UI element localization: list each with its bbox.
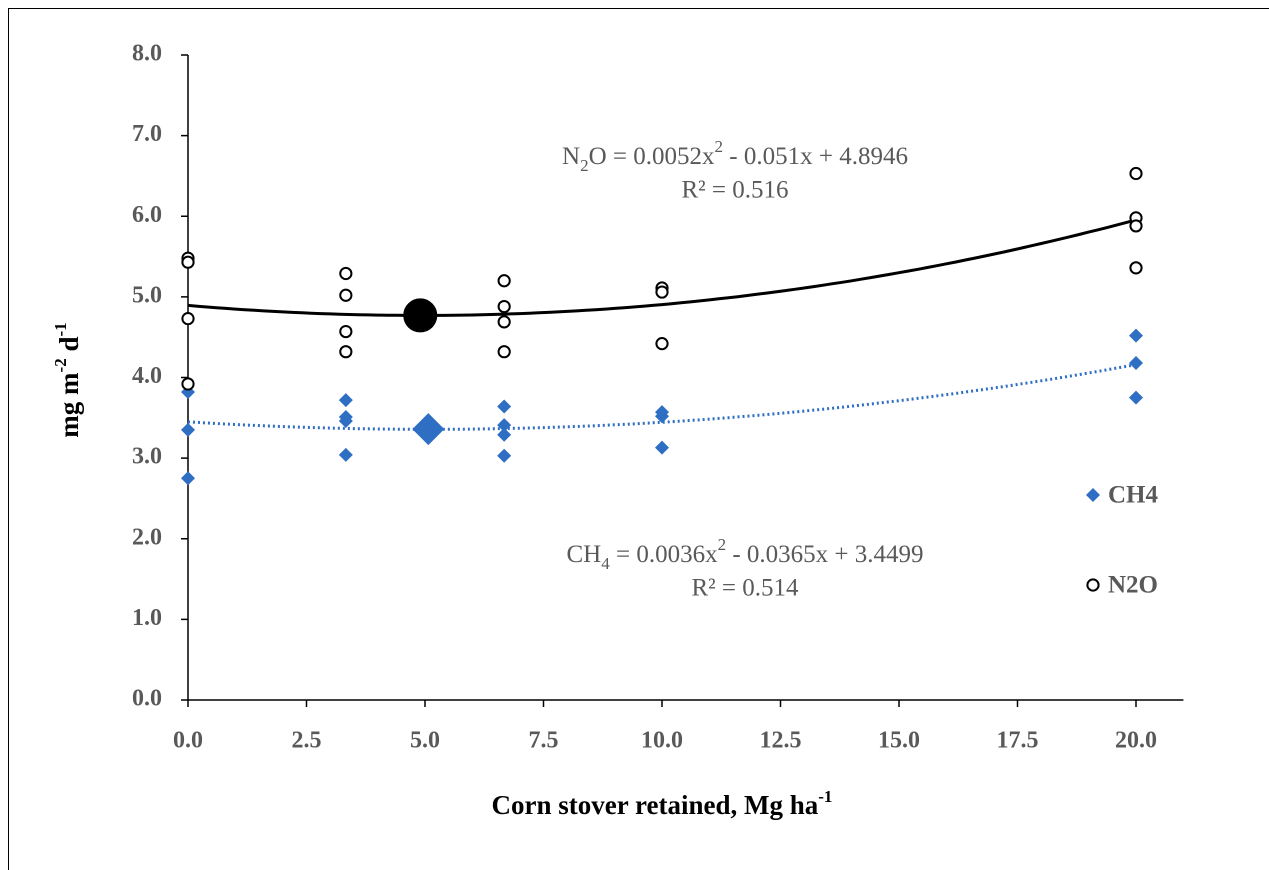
y-axis-title-sup: -1 [51, 322, 70, 336]
point [1129, 355, 1143, 370]
x-tick-label: 10.0 [641, 728, 683, 754]
trendline [187, 363, 1137, 431]
x-tick-label: 12.5 [760, 728, 802, 754]
point [339, 288, 353, 302]
x-tick-label: 2.5 [292, 728, 322, 754]
point [497, 418, 512, 433]
y-tick-label: 7.0 [132, 121, 162, 147]
point [655, 440, 669, 455]
point [1129, 390, 1143, 405]
y-tick-label: 6.0 [132, 202, 162, 228]
y-axis-title: mg m-2 d-1 [51, 322, 84, 437]
y-axis-title-part: d [54, 336, 84, 358]
y-tick-label: 4.0 [132, 363, 162, 389]
y-tick-label: 3.0 [132, 444, 162, 470]
legend-label: CH4 [1108, 482, 1159, 509]
point [497, 345, 511, 359]
x-tick-label: 20.0 [1115, 728, 1157, 754]
point [497, 299, 511, 314]
r-squared: R² = 0.516 [681, 177, 788, 204]
x-axis-title-part: Corn stover retained, Mg ha [492, 790, 819, 820]
y-tick-label: 5.0 [132, 282, 162, 308]
equation: N2O = 0.0052x2 - 0.051x + 4.8946 [562, 137, 908, 175]
point [497, 399, 512, 414]
point [655, 337, 669, 351]
point [1129, 166, 1143, 181]
equation-sup: 2 [715, 137, 724, 156]
legend-marker [1086, 578, 1100, 592]
equation-sub: 2 [580, 156, 589, 175]
y-tick-label: 1.0 [132, 605, 162, 631]
frame [8, 8, 1269, 870]
equation-part: - 0.051x + 4.8946 [723, 143, 908, 170]
y-tick-label: 0.0 [132, 686, 162, 712]
highlight-point [403, 298, 438, 333]
point [181, 377, 195, 391]
x-tick-label: 17.5 [997, 728, 1039, 754]
point [181, 471, 195, 486]
y-tick-label: 8.0 [132, 41, 162, 67]
point [1129, 261, 1143, 275]
point [655, 409, 669, 424]
point [1129, 328, 1143, 343]
point [497, 315, 511, 329]
legend-marker [1086, 488, 1100, 502]
y-tick-label: 2.0 [132, 524, 162, 550]
equation: CH4 = 0.0036x2 - 0.0365x + 3.4499 [566, 535, 923, 573]
point [338, 447, 353, 462]
point [338, 393, 353, 408]
point [339, 345, 353, 359]
point [339, 324, 353, 339]
x-axis-title-sup: -1 [818, 787, 832, 806]
point [181, 255, 195, 269]
point [1129, 219, 1143, 233]
x-tick-label: 15.0 [878, 728, 920, 754]
y-axis-title-part: mg m [54, 372, 84, 438]
point [339, 266, 353, 281]
equation-part: = 0.0036x [610, 541, 718, 568]
point [181, 312, 195, 326]
legend-label: N2O [1108, 572, 1158, 599]
x-tick-label: 0.0 [173, 728, 203, 754]
highlight-point [412, 413, 445, 446]
equation-part: - 0.0365x + 3.4499 [726, 541, 923, 568]
y-axis-title-sup: -2 [51, 358, 70, 372]
point [338, 414, 353, 429]
x-tick-label: 7.5 [529, 728, 559, 754]
equation-part: O = 0.0052x [589, 143, 715, 170]
point [655, 285, 669, 299]
point [497, 427, 512, 442]
r-squared: R² = 0.514 [691, 575, 799, 602]
equation-part: CH [566, 541, 601, 568]
x-axis-title: Corn stover retained, Mg ha-1 [492, 787, 833, 820]
equation-sub: 4 [601, 554, 610, 573]
x-tick-label: 5.0 [410, 728, 440, 754]
point [497, 448, 512, 463]
equation-part: N [562, 143, 580, 170]
point [181, 422, 195, 437]
trendline [187, 218, 1137, 317]
equation-sup: 2 [718, 535, 727, 554]
point [497, 274, 511, 288]
